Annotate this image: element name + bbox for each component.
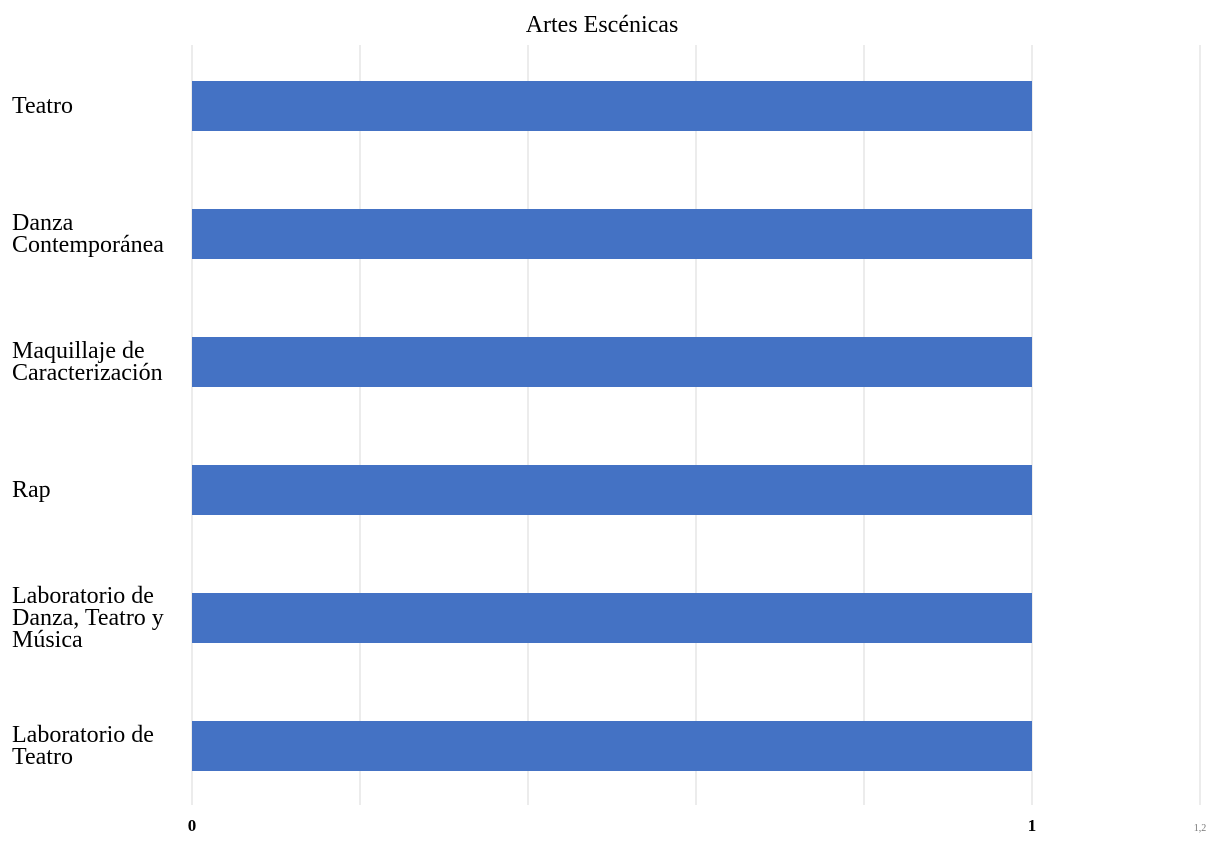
bar xyxy=(192,721,1032,771)
category-label-line: Contemporánea xyxy=(12,232,164,258)
bars xyxy=(192,81,1032,771)
category-label-line: Caracterización xyxy=(12,360,163,386)
bar xyxy=(192,337,1032,387)
category-labels: Teatro Danza Contemporánea Maquillaje de Car… xyxy=(12,93,164,770)
gridlines xyxy=(191,45,1201,805)
category-label-line: Laboratorio de xyxy=(12,722,154,748)
bar xyxy=(192,209,1032,259)
chart-title: Artes Escénicas xyxy=(526,12,679,38)
category-label-line: Danza, Teatro y xyxy=(12,605,164,631)
category-label-line: Laboratorio de xyxy=(12,583,154,609)
x-tick-label: 1 xyxy=(1028,816,1037,835)
bar xyxy=(192,593,1032,643)
category-label-line: Teatro xyxy=(12,93,73,119)
category-label-line: Música xyxy=(12,627,83,653)
category-label-line: Teatro xyxy=(12,744,73,770)
bar xyxy=(192,465,1032,515)
category-label-line: Rap xyxy=(12,477,51,503)
x-tick-label: 0 xyxy=(188,816,197,835)
category-label: Teatro xyxy=(12,93,73,119)
category-label: Laboratorio de Danza, Teatro y Música xyxy=(12,583,164,653)
x-tick-label: 1,2 xyxy=(1194,823,1207,834)
category-label: Maquillaje de Caracterización xyxy=(12,338,163,386)
category-label-line: Danza xyxy=(12,210,74,236)
category-label: Danza Contemporánea xyxy=(12,210,164,258)
category-label: Laboratorio de Teatro xyxy=(12,722,154,770)
x-axis-tick-labels: 0 1 1,2 xyxy=(188,816,1207,835)
category-label: Rap xyxy=(12,477,51,503)
category-label-line: Maquillaje de xyxy=(12,338,145,364)
bar xyxy=(192,81,1032,131)
